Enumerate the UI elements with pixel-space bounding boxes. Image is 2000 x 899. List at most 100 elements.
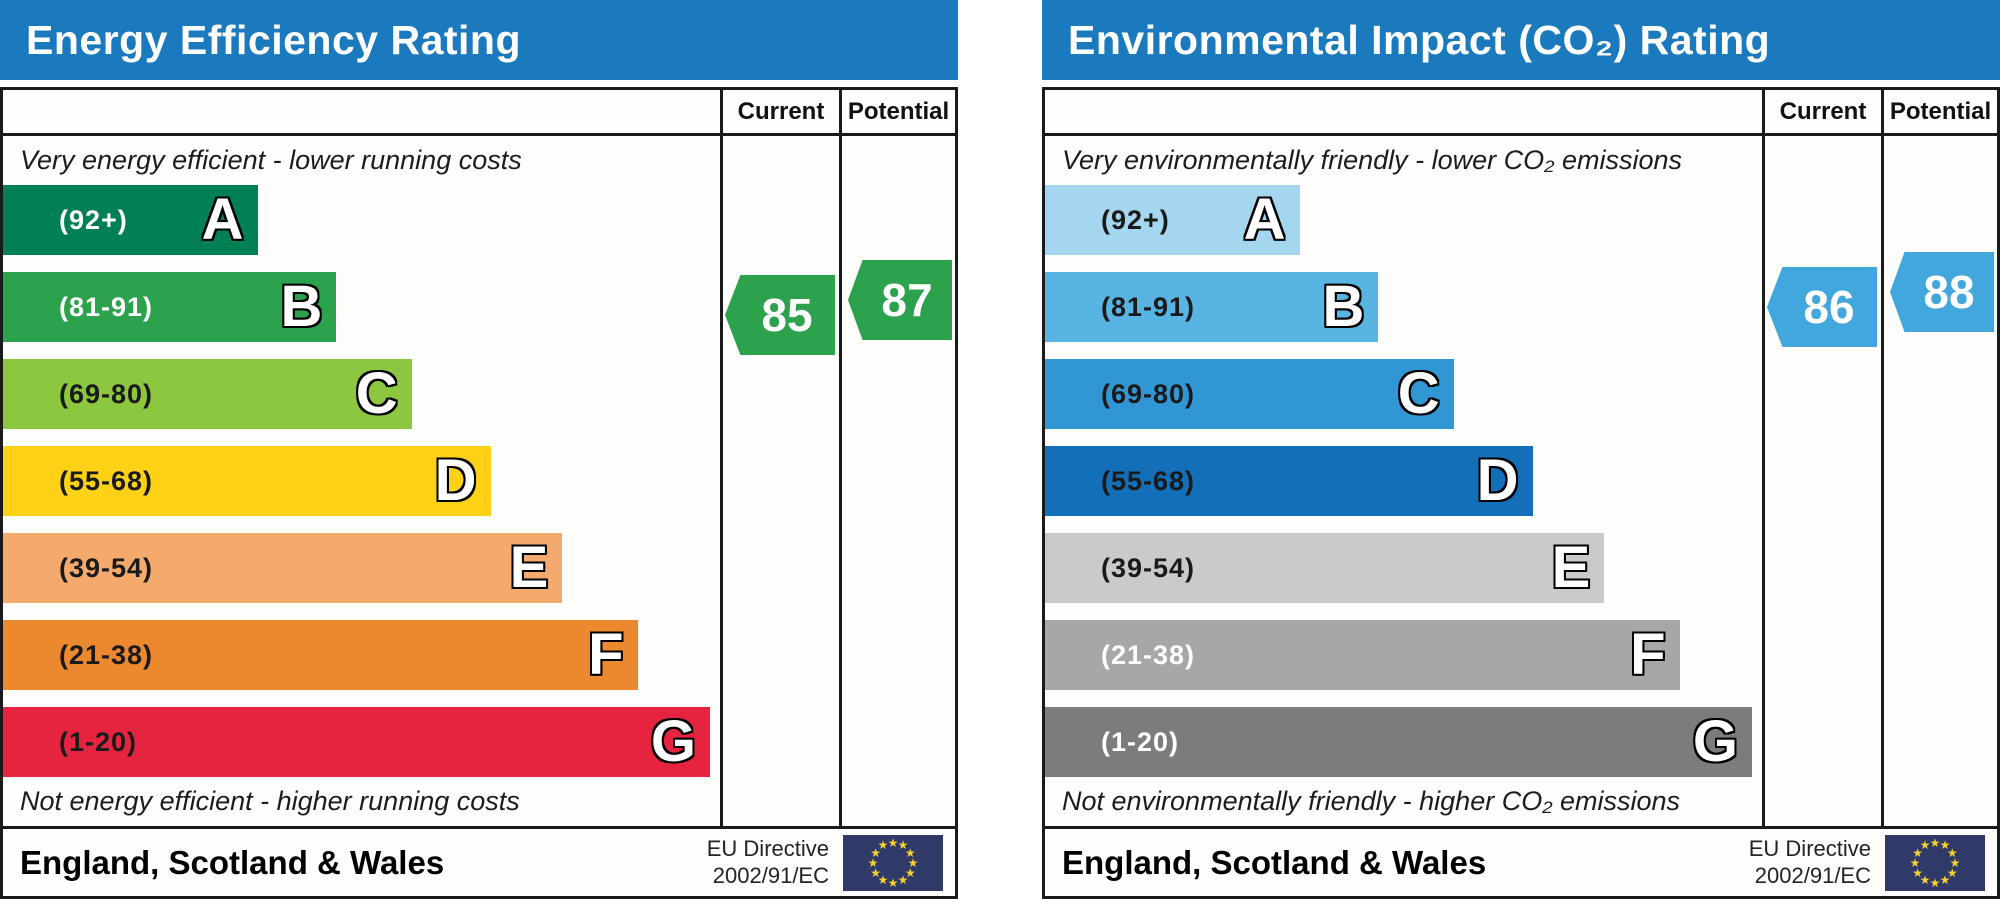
- top-caption: Very energy efficient - lower running co…: [20, 145, 522, 175]
- band-f: (21-38) F: [3, 620, 720, 690]
- eu-flag-star: ★: [877, 872, 889, 887]
- band-f: (21-38) F: [1045, 620, 1762, 690]
- potential-rating-arrow: 88: [1890, 252, 1994, 332]
- rating-table: Current Potential Very energy efficient …: [0, 87, 958, 899]
- band-letter: A: [201, 187, 244, 252]
- band-list: (92+) A (81-91) B (69-80) C (55-68) D (39-54) E (2…: [1045, 185, 1762, 777]
- eu-flag-star: ★: [1912, 845, 1924, 860]
- band-bar-f: (21-38) F: [3, 620, 638, 690]
- band-range-label: (21-38): [59, 639, 154, 670]
- band-d: (55-68) D: [3, 446, 720, 516]
- band-range-label: (55-68): [1101, 465, 1196, 496]
- eu-flag-star: ★: [907, 855, 919, 870]
- eu-directive-label: EU Directive 2002/91/EC: [1748, 836, 1871, 888]
- band-c: (69-80) C: [1045, 359, 1762, 429]
- eu-flag-star: ★: [1946, 845, 1958, 860]
- band-g: (1-20) G: [3, 707, 720, 777]
- eu-flag-star: ★: [904, 845, 916, 860]
- band-range-label: (1-20): [1101, 726, 1180, 757]
- band-letter: B: [1322, 274, 1365, 339]
- band-range-label: (92+): [59, 204, 128, 235]
- eu-flag-star: ★: [1939, 838, 1951, 853]
- band-bar-e: (39-54) E: [3, 533, 563, 603]
- band-letter: E: [509, 535, 549, 600]
- directive-group: EU Directive 2002/91/EC ★ ★ ★ ★ ★ ★ ★ ★ ★ ★ ★ ★: [706, 834, 943, 891]
- band-range-label: (69-80): [1101, 378, 1196, 409]
- band-bar-c: (69-80) C: [1045, 359, 1454, 429]
- potential-column-header: Potential: [839, 90, 955, 136]
- band-range-label: (55-68): [59, 465, 154, 496]
- band-range-label: (21-38): [1101, 639, 1196, 670]
- band-range-label: (81-91): [59, 291, 154, 322]
- current-rating-arrow: 86: [1767, 267, 1877, 347]
- eu-directive-label: EU Directive 2002/91/EC: [706, 836, 829, 888]
- current-rating-column: 85: [720, 136, 839, 826]
- band-e: (39-54) E: [3, 533, 720, 603]
- eu-flag-star: ★: [897, 838, 909, 853]
- band-letter: E: [1551, 535, 1591, 600]
- eu-flag-star: ★: [1929, 875, 1941, 890]
- band-range-label: (1-20): [59, 726, 138, 757]
- band-bar-c: (69-80) C: [3, 359, 412, 429]
- band-c: (69-80) C: [3, 359, 720, 429]
- band-bar-d: (55-68) D: [3, 446, 491, 516]
- eu-flag-star: ★: [1939, 872, 1951, 887]
- band-g: (1-20) G: [1045, 707, 1762, 777]
- eu-flag-icon: ★ ★ ★ ★ ★ ★ ★ ★ ★ ★ ★ ★: [1885, 834, 1985, 891]
- current-column-header: Current: [720, 90, 839, 136]
- band-letter: D: [434, 448, 477, 513]
- header-spacer: [1045, 90, 1762, 136]
- band-letter: B: [280, 274, 323, 339]
- band-letter: D: [1476, 448, 1519, 513]
- current-rating-column: 86: [1762, 136, 1881, 826]
- bands-area: Very environmentally friendly - lower CO…: [1045, 136, 1762, 826]
- eu-flag-star: ★: [870, 865, 882, 880]
- potential-rating-column: 87: [839, 136, 955, 826]
- band-letter: C: [355, 361, 398, 426]
- bottom-caption: Not energy efficient - higher running co…: [20, 786, 520, 816]
- current-rating-arrow: 85: [725, 275, 835, 355]
- eu-flag-star: ★: [1919, 872, 1931, 887]
- chart-title: Energy Efficiency Rating: [26, 16, 522, 63]
- eu-flag-star: ★: [1929, 835, 1941, 850]
- band-range-label: (81-91): [1101, 291, 1196, 322]
- band-bar-g: (1-20) G: [1045, 707, 1752, 777]
- potential-rating-arrow: 87: [848, 260, 952, 340]
- potential-rating-column: 88: [1881, 136, 1997, 826]
- rating-table: Current Potential Very environmentally f…: [1042, 87, 2000, 899]
- eu-flag-star: ★: [867, 855, 879, 870]
- band-d: (55-68) D: [1045, 446, 1762, 516]
- eu-flag-star: ★: [897, 872, 909, 887]
- eu-flag-icon: ★ ★ ★ ★ ★ ★ ★ ★ ★ ★ ★ ★: [843, 834, 943, 891]
- eu-flag-star: ★: [877, 838, 889, 853]
- environmental-impact-chart: Environmental Impact (CO₂) Rating Curren…: [1042, 0, 2000, 899]
- band-range-label: (39-54): [59, 552, 154, 583]
- band-letter: F: [588, 622, 624, 687]
- band-range-label: (92+): [1101, 204, 1170, 235]
- band-bar-b: (81-91) B: [3, 272, 337, 342]
- eu-flag-star: ★: [887, 835, 899, 850]
- current-column-header: Current: [1762, 90, 1881, 136]
- band-bar-a: (92+) A: [3, 185, 258, 255]
- chart-title: Environmental Impact (CO₂) Rating: [1068, 16, 1771, 63]
- eu-flag-star: ★: [1919, 838, 1931, 853]
- band-list: (92+) A (81-91) B (69-80) C (55-68) D (39-54) E (2…: [3, 185, 720, 777]
- band-e: (39-54) E: [1045, 533, 1762, 603]
- eu-flag-star: ★: [904, 865, 916, 880]
- band-bar-b: (81-91) B: [1045, 272, 1379, 342]
- eu-flag-star: ★: [870, 845, 882, 860]
- band-letter: G: [1692, 709, 1738, 774]
- eu-flag-star: ★: [1946, 865, 1958, 880]
- potential-column-header: Potential: [1881, 90, 1997, 136]
- energy-efficiency-chart: Energy Efficiency Rating Current Potenti…: [0, 0, 958, 899]
- band-letter: F: [1630, 622, 1666, 687]
- band-bar-f: (21-38) F: [1045, 620, 1680, 690]
- top-caption: Very environmentally friendly - lower CO…: [1062, 145, 1682, 175]
- eu-flag-star: ★: [1909, 855, 1921, 870]
- eu-flag-star: ★: [887, 875, 899, 890]
- band-b: (81-91) B: [1045, 272, 1762, 342]
- bands-area: Very energy efficient - lower running co…: [3, 136, 720, 826]
- band-bar-a: (92+) A: [1045, 185, 1300, 255]
- bottom-caption: Not environmentally friendly - higher CO…: [1062, 786, 1681, 816]
- directive-group: EU Directive 2002/91/EC ★ ★ ★ ★ ★ ★ ★ ★ ★ ★ ★ ★: [1748, 834, 1985, 891]
